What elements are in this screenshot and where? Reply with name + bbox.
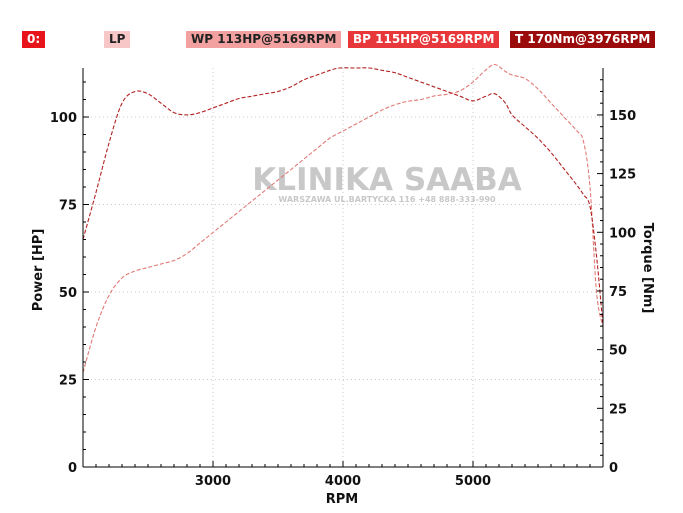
badge-torque: T 170Nm@3976RPM: [510, 31, 656, 48]
badge-lp: LP: [104, 31, 131, 48]
y-tick-label: 75: [59, 199, 77, 214]
axes: [82, 68, 604, 468]
y2-axis-title: Torque [Nm]: [640, 223, 655, 314]
tick-labels: 3000 4000 5000 0 25 50 75 100 0 25 50 75 100 125 150: [50, 109, 636, 489]
y2-tick-label: 0: [609, 461, 618, 476]
grid: [83, 68, 603, 467]
x-tick-label: 4000: [325, 474, 361, 489]
y2-tick-label: 150: [609, 109, 636, 124]
y-axis-title: Power [HP]: [31, 229, 46, 312]
watermark-subtitle: WARSZAWA UL.BARTYCKA 116 +48 888-333-990: [278, 195, 496, 204]
y2-tick-label: 50: [609, 344, 627, 359]
x-axis-title: RPM: [326, 492, 358, 507]
x-tick-label: 5000: [455, 474, 491, 489]
y2-tick-label: 100: [609, 226, 636, 241]
series-layer: [82, 63, 604, 373]
badge-zero: 0:: [22, 31, 46, 48]
torque-curve: [82, 67, 604, 327]
badge-wheel-power: WP 113HP@5169RPM: [186, 31, 342, 48]
y2-tick-label: 75: [609, 285, 627, 300]
y2-tick-label: 125: [609, 168, 636, 183]
badge-brake-power: BP 115HP@5169RPM: [348, 31, 500, 48]
y-tick-label: 0: [68, 461, 77, 476]
watermark-title: KLINIKA SAABA: [252, 162, 522, 198]
watermark: KLINIKA SAABA WARSZAWA UL.BARTYCKA 116 +…: [252, 162, 522, 204]
power-curve: [82, 63, 604, 373]
y-tick-label: 50: [59, 286, 77, 301]
y2-tick-label: 25: [609, 402, 627, 417]
y-tick-label: 100: [50, 111, 77, 126]
x-tick-label: 3000: [195, 474, 231, 489]
y-tick-label: 25: [59, 374, 77, 389]
